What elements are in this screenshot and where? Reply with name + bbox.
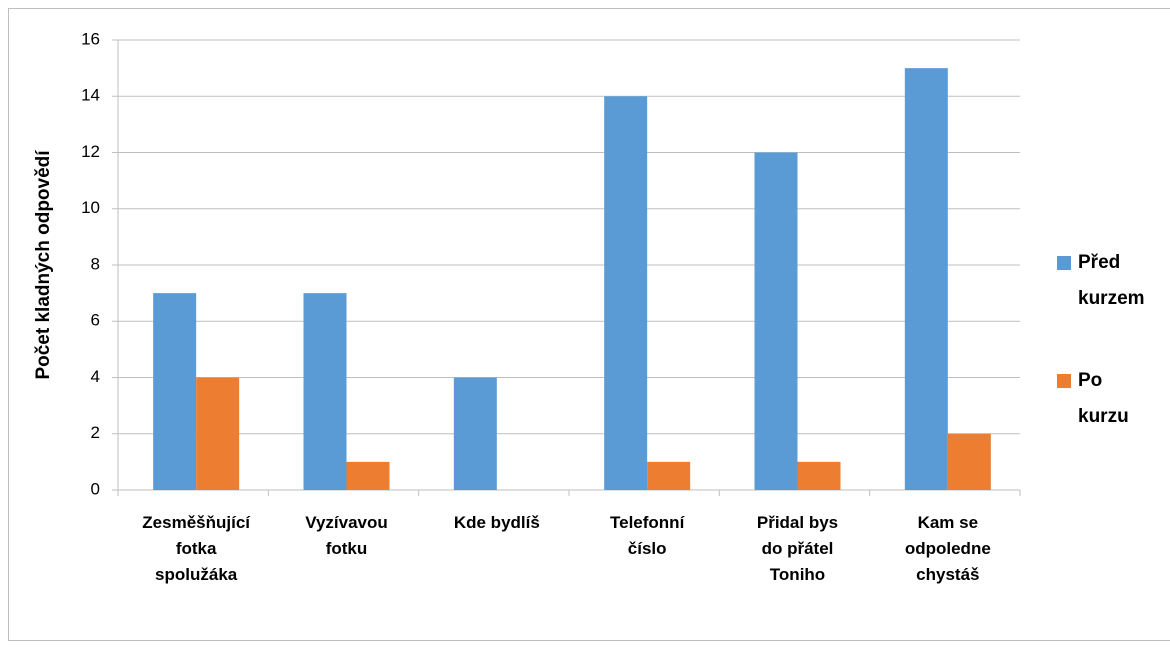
x-tick-label: Vyzívavou fotku [305,513,388,558]
legend-label: Po kurzu [1078,370,1129,427]
x-tick-label: Přidal bys do přátel Toniho [756,513,839,584]
bar [346,461,390,490]
y-tick-label: 12 [81,142,100,161]
legend-label: Před kurzem [1078,252,1145,309]
y-tick-label: 6 [91,311,100,330]
bar [453,377,497,490]
chart-border [8,8,1170,641]
y-axis-label: Počet kladných odpovědí [33,150,54,380]
bar [904,68,948,490]
y-tick-label: 2 [91,423,100,442]
x-tick-label: Zesměšňující fotka spolužáka [142,513,251,584]
y-tick-label: 14 [81,86,100,105]
bar [153,293,197,490]
y-tick-label: 8 [91,254,100,273]
x-tick-label: Kam se odpoledne chystáš [904,513,991,584]
y-tick-label: 4 [91,367,100,386]
y-tick-label: 16 [81,29,100,48]
bar [196,377,240,490]
legend-swatch [1057,256,1071,270]
bar [947,433,991,490]
bar [604,96,648,490]
y-tick-label: 10 [81,198,100,217]
bar [303,293,347,490]
bar [797,461,841,490]
bar [647,461,691,490]
bar [754,152,798,490]
legend-swatch [1057,374,1071,388]
x-tick-label: Kde bydlíš [453,513,540,532]
y-tick-label: 0 [91,479,100,498]
x-tick-label: Telefonní číslo [610,513,685,558]
